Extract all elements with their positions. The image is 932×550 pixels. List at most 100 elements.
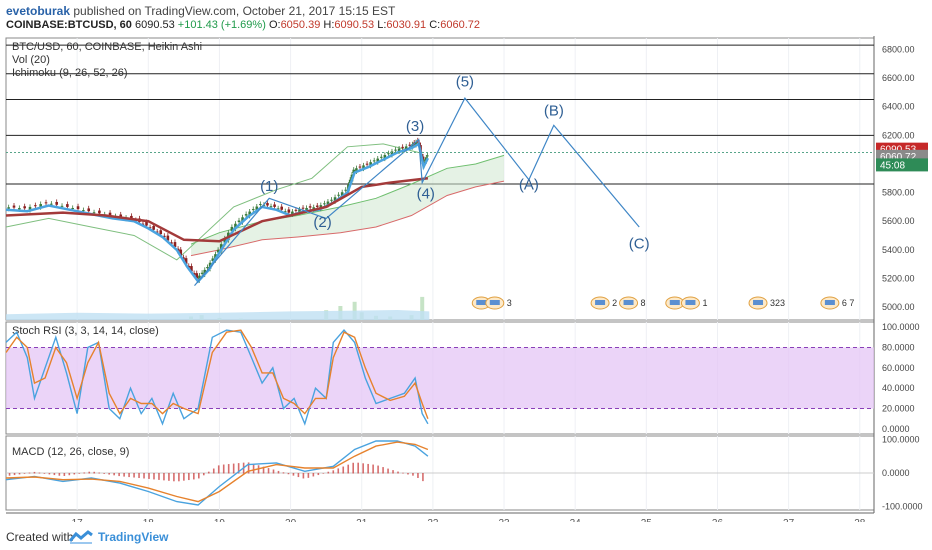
candle-body [7, 207, 10, 209]
y-tick-label: 6800.00 [882, 44, 915, 54]
stoch-k-line [5, 329, 429, 426]
candle-body [248, 211, 251, 216]
candle-body [179, 249, 183, 256]
candle-body [280, 206, 283, 210]
macd-histogram-bar [367, 463, 369, 474]
candle-body [333, 197, 337, 202]
x-tick-label: 25 [641, 518, 653, 522]
macd-histogram-bar [407, 473, 409, 475]
candle-body [404, 146, 408, 150]
candle-body [34, 205, 37, 207]
elliott-wave-path[interactable] [194, 96, 640, 286]
macd-y-tick: 0.0000 [882, 468, 910, 478]
macd-histogram-bar [267, 468, 270, 474]
candle-body [426, 155, 429, 157]
candle-body [206, 267, 209, 269]
candle-body [76, 206, 80, 210]
macd-histogram-bar [222, 464, 225, 474]
macd-histogram-bar [217, 465, 220, 474]
y-tick-label: 5200.00 [882, 273, 915, 283]
candle-body [211, 258, 215, 262]
low-value: 6030.91 [386, 19, 427, 31]
macd-histogram-bar [277, 470, 280, 474]
candle-body [190, 266, 193, 272]
candle-body [352, 169, 356, 173]
candle-body [312, 207, 316, 210]
macd-title: MACD (12, 26, close, 9) [12, 446, 129, 458]
event-marker-label: 2 [612, 298, 617, 308]
candle-body [259, 204, 262, 206]
macd-histogram-bar [158, 473, 160, 480]
chart-canvas[interactable]: 171819202122232425262728(1)(2)(3)(4)(5)(… [0, 36, 932, 522]
macd-histogram-bar [382, 467, 384, 474]
chart-header: evetoburak published on TradingView.com,… [0, 0, 932, 36]
candle-body [200, 272, 204, 274]
macd-histogram-bar [173, 473, 175, 482]
event-marker-label: 8 [641, 298, 646, 308]
wave-label: (5) [456, 74, 474, 91]
stoch-rsi-title: Stoch RSI (3, 3, 14, 14, close) [12, 325, 159, 337]
high-key: H: [323, 19, 335, 31]
candle-body [166, 235, 170, 241]
candle-body [372, 160, 376, 162]
high-value: 6090.53 [334, 19, 375, 31]
candle-body [340, 192, 344, 197]
macd-histogram-bar [98, 472, 101, 474]
macd-histogram-bar [247, 462, 250, 474]
candle-body [408, 144, 412, 146]
price-change: +101.43 (+1.69%) [177, 19, 266, 31]
close-key: C: [429, 19, 441, 31]
y-tick-label: 5000.00 [882, 302, 915, 312]
candle-body [287, 209, 291, 213]
main-chart-title: BTC/USD, 60, COINBASE, Heikin Ashi [12, 41, 202, 53]
published-text: published on TradingView.com, October 21… [73, 4, 396, 18]
tenkan-sen-line [5, 141, 430, 284]
macd-histogram-bar [183, 473, 185, 481]
macd-histogram-bar [43, 473, 46, 474]
macd-histogram-bar [337, 468, 340, 474]
candle-body [294, 209, 298, 211]
author-name[interactable]: evetoburak [6, 4, 71, 18]
y-tick-label: 6400.00 [882, 102, 915, 112]
close-value: 6060.72 [440, 19, 480, 31]
macd-histogram-bar [118, 473, 120, 477]
y-tick-label: 5600.00 [882, 216, 915, 226]
macd-histogram-bar [58, 473, 61, 476]
stoch-y-tick: 20.0000 [882, 404, 915, 414]
macd-histogram-bar [312, 473, 315, 477]
macd-histogram-bar [397, 471, 399, 474]
stoch-band [6, 347, 874, 409]
macd-histogram-bar [198, 473, 200, 479]
candle-body [355, 168, 358, 172]
candle-body [383, 155, 387, 159]
senkou-span-b [190, 180, 505, 257]
footer: Created with TradingView [0, 524, 932, 550]
candle-body [55, 201, 58, 205]
candle-body [148, 227, 152, 229]
tradingview-brand[interactable]: TradingView [98, 530, 169, 544]
candle-body [92, 212, 96, 214]
candle-body [60, 205, 64, 207]
candle-body [298, 209, 301, 213]
x-tick-label: 18 [143, 518, 155, 522]
macd-y-tick: 100.0000 [882, 434, 920, 444]
candle-body [18, 207, 21, 210]
event-marker-label: 6 7 [842, 298, 855, 308]
macd-histogram-bar [302, 473, 305, 479]
candle-body [195, 273, 199, 279]
low-key: L: [377, 19, 387, 31]
candle-body [387, 153, 390, 155]
macd-histogram-bar [73, 473, 76, 475]
x-tick-label: 21 [356, 518, 368, 522]
candle-body [39, 204, 42, 208]
created-with-text: Created with [6, 530, 74, 544]
macd-histogram-bar [148, 473, 150, 479]
wave-label: (2) [313, 214, 331, 231]
macd-histogram-bar [392, 470, 394, 474]
macd-histogram-bar [342, 466, 345, 474]
x-tick-label: 28 [854, 518, 866, 522]
wave-label: (C) [629, 235, 650, 252]
macd-histogram-bar [108, 473, 110, 475]
candle-body [362, 165, 365, 169]
candle-body [305, 207, 308, 211]
